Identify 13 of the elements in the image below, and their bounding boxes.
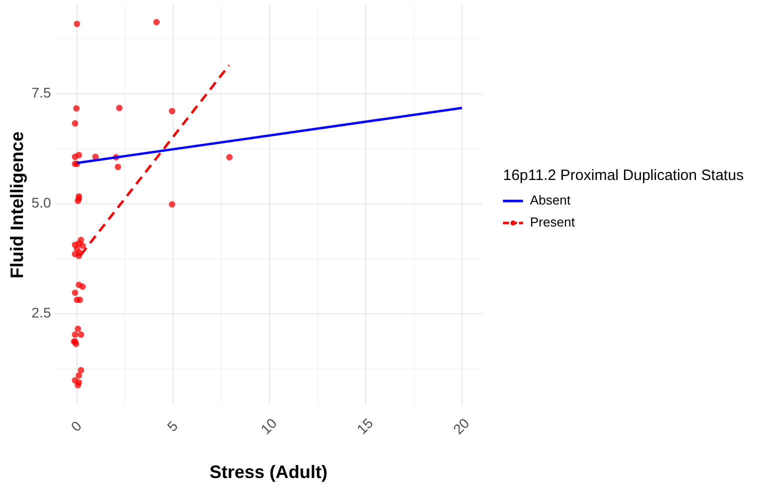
x-tick-label: 5 <box>164 418 181 434</box>
x-tick-label: 20 <box>450 414 472 438</box>
y-tick-label: 2.5 <box>32 304 52 321</box>
legend-label: Absent <box>530 192 571 208</box>
legend-label: Present <box>530 214 576 230</box>
y-tick-label: 7.5 <box>32 84 52 101</box>
y-axis-title: Fluid Intelligence <box>6 131 27 279</box>
x-tick-label: 10 <box>257 414 280 438</box>
x-tick-label: 0 <box>68 418 85 434</box>
x-axis-title: Stress (Adult) <box>209 462 328 482</box>
y-tick-label: 5.0 <box>32 194 52 211</box>
x-tick-label: 15 <box>354 414 376 438</box>
legend-title: 16p11.2 Proximal Duplication Status <box>503 166 744 184</box>
